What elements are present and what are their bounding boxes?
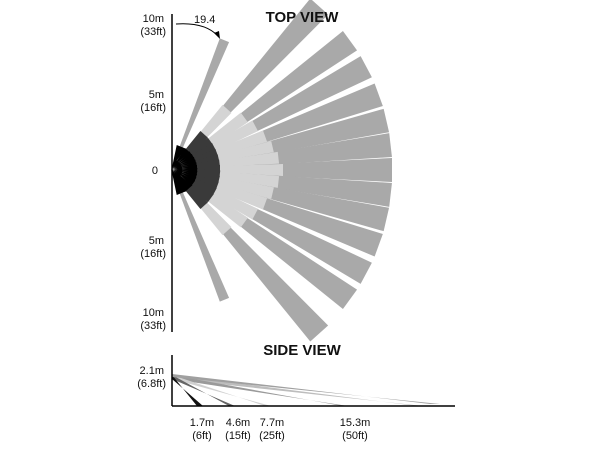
distance-label-feet: (16ft) bbox=[140, 102, 166, 114]
outer-beam bbox=[171, 38, 230, 171]
range-label-feet: (6ft) bbox=[192, 430, 212, 442]
side-view-title: SIDE VIEW bbox=[263, 342, 341, 359]
core-beam bbox=[171, 169, 187, 196]
top-view-beams bbox=[171, 0, 392, 342]
height-label-feet: (6.8ft) bbox=[137, 378, 166, 390]
range-label: 7.7m bbox=[260, 417, 284, 429]
range-label: 15.3m bbox=[340, 417, 371, 429]
range-label-feet: (25ft) bbox=[259, 430, 285, 442]
range-label-feet: (15ft) bbox=[225, 430, 251, 442]
distance-label-feet: (33ft) bbox=[140, 26, 166, 38]
top-view-labels: 10m(33ft)5m(16ft)05m(16ft)10m(33ft) bbox=[140, 13, 166, 332]
range-label: 1.7m bbox=[190, 417, 214, 429]
core-beam bbox=[171, 144, 187, 171]
top-view-title: TOP VIEW bbox=[266, 9, 340, 26]
distance-label: 5m bbox=[149, 235, 164, 247]
side-view-beams bbox=[172, 374, 440, 406]
distance-label: 5m bbox=[149, 89, 164, 101]
angle-label: 19.4 bbox=[194, 14, 215, 26]
distance-label-feet: (33ft) bbox=[140, 320, 166, 332]
distance-label: 10m bbox=[143, 307, 164, 319]
side-view-labels: 1.7m(6ft) 4.6m(15ft) 7.7m(25ft) 15.3m(50ft) bbox=[190, 417, 371, 442]
distance-label: 10m bbox=[143, 13, 164, 25]
range-label: 4.6m bbox=[226, 417, 250, 429]
height-label: 2.1m bbox=[140, 365, 164, 377]
outer-beam bbox=[171, 169, 230, 302]
distance-label: 0 bbox=[152, 165, 158, 177]
core-beam bbox=[171, 169, 193, 192]
range-label-feet: (50ft) bbox=[342, 430, 368, 442]
distance-label-feet: (16ft) bbox=[140, 248, 166, 260]
angle-arrow bbox=[214, 31, 220, 39]
